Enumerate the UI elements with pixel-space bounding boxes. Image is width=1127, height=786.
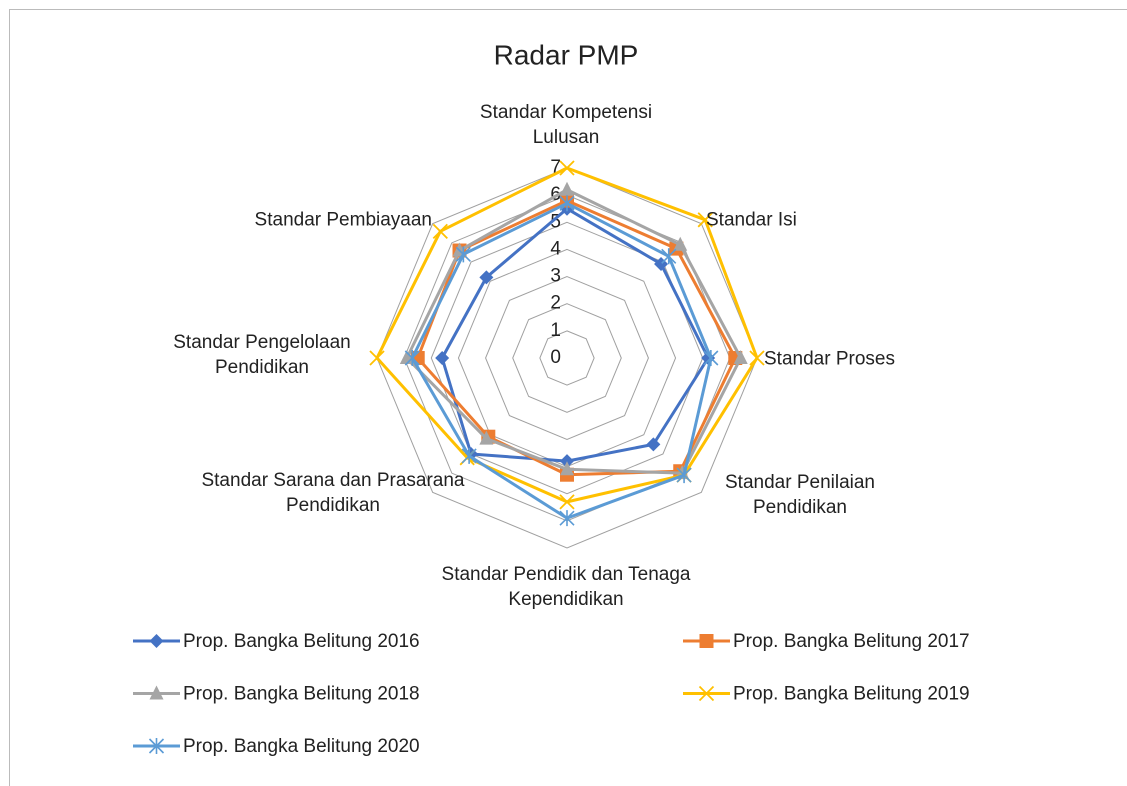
- legend-label: Prop. Bangka Belitung 2019: [733, 684, 970, 705]
- legend-label: Prop. Bangka Belitung 2018: [183, 684, 420, 705]
- marker: [661, 248, 677, 265]
- marker: [697, 212, 713, 228]
- category-label: Standar Proses: [764, 348, 895, 370]
- marker: [676, 467, 692, 484]
- grid-line: [539, 330, 595, 386]
- marker: [369, 350, 385, 366]
- grid-line: [485, 276, 649, 440]
- marker: [560, 461, 574, 476]
- marker: [699, 634, 714, 648]
- chart-title: Radar PMP: [494, 39, 639, 70]
- grid-line: [512, 303, 622, 413]
- r-tick-label: 1: [550, 320, 561, 341]
- r-tick-label: 3: [550, 266, 561, 287]
- marker: [646, 437, 661, 452]
- marker: [559, 494, 575, 510]
- marker: [149, 685, 164, 700]
- marker: [733, 350, 748, 364]
- marker: [559, 160, 575, 176]
- marker: [560, 454, 574, 469]
- marker: [703, 350, 719, 366]
- grid-line: [376, 167, 758, 549]
- marker: [432, 223, 448, 239]
- legend-label: Prop. Bangka Belitung 2016: [183, 631, 420, 652]
- r-tick-label: 5: [550, 211, 561, 232]
- r-tick-label: 7: [550, 157, 561, 178]
- marker: [698, 685, 715, 702]
- marker: [435, 351, 450, 365]
- marker: [404, 350, 420, 366]
- legend-label: Prop. Bangka Belitung 2017: [733, 631, 970, 652]
- category-label: Standar Sarana dan Prasarana Pendidikan: [201, 470, 465, 516]
- chart-border: [9, 9, 1127, 786]
- marker: [749, 350, 765, 366]
- r-tick-label: 0: [550, 347, 561, 368]
- marker: [479, 430, 494, 445]
- marker: [455, 246, 471, 263]
- marker: [559, 510, 575, 527]
- r-tick-label: 4: [550, 238, 561, 259]
- marker: [559, 195, 575, 212]
- category-label: Standar Penilaian Pendidikan: [725, 472, 875, 518]
- legend-label: Prop. Bangka Belitung 2020: [183, 736, 420, 757]
- marker: [673, 236, 688, 251]
- marker: [148, 738, 165, 754]
- marker: [479, 270, 494, 285]
- marker: [461, 447, 477, 464]
- r-tick-label: 2: [550, 293, 561, 314]
- marker: [560, 181, 574, 196]
- category-label: Standar Kompetensi Lulusan: [479, 102, 653, 148]
- category-label: Standar Isi: [706, 209, 797, 231]
- category-label: Standar Pengelolaan Pendidikan: [173, 332, 351, 378]
- category-label: Standar Pendidik dan Tenaga Kependidikan: [441, 564, 691, 610]
- category-label: Standar Pembiayaan: [254, 209, 432, 231]
- marker: [149, 634, 164, 648]
